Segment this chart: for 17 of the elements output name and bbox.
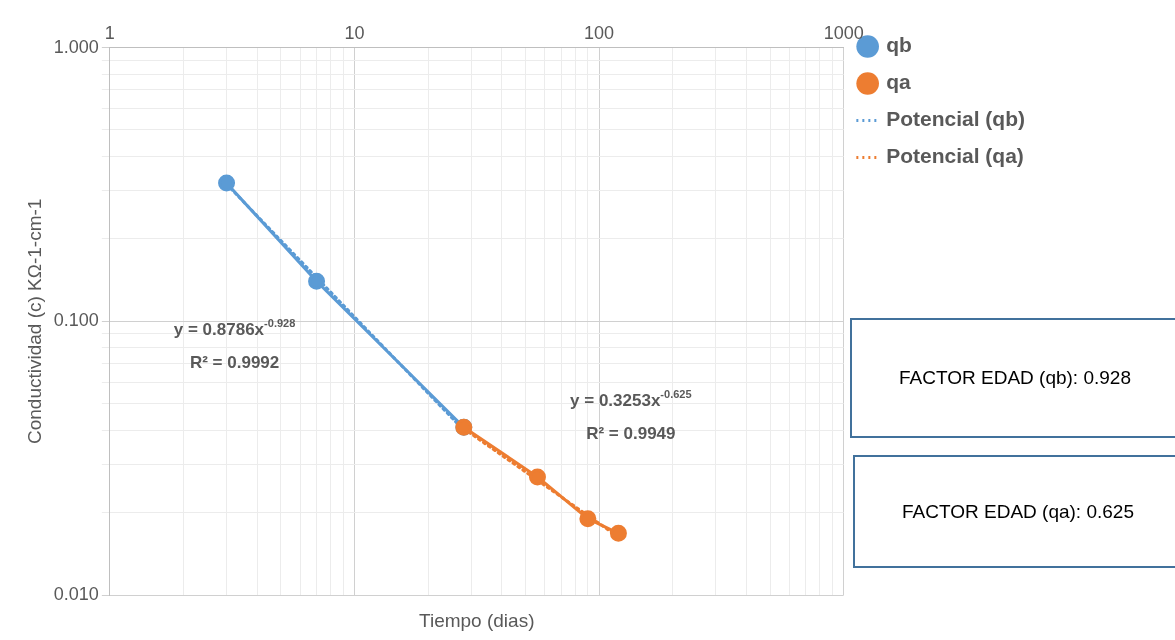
- x-tick-label: 1000: [823, 22, 864, 43]
- y-tick-label: 0.100: [53, 310, 99, 331]
- y-axis-title: Conductividad (c) KΩ-1-cm-1: [23, 198, 45, 445]
- x-tick-label: 10: [344, 22, 365, 43]
- x-tick-label: 100: [584, 22, 615, 43]
- legend-label: qa: [886, 70, 911, 94]
- legend-label: Potencial (qa): [886, 144, 1024, 168]
- text-box: FACTOR EDAD (qa): 0.625: [853, 455, 1175, 568]
- annotation: R² = 0.9992: [189, 352, 280, 372]
- x-axis-title: Tiempo (dias): [419, 610, 535, 631]
- legend-label: Potencial (qb): [886, 107, 1026, 131]
- annotation: R² = 0.9949: [586, 423, 676, 443]
- x-tick-label: 1: [104, 22, 115, 43]
- text-box: FACTOR EDAD (qb): 0.928: [850, 318, 1175, 438]
- y-tick-label: 1.000: [53, 36, 99, 57]
- legend-label: qb: [886, 33, 912, 57]
- y-tick-label: 0.010: [53, 583, 99, 604]
